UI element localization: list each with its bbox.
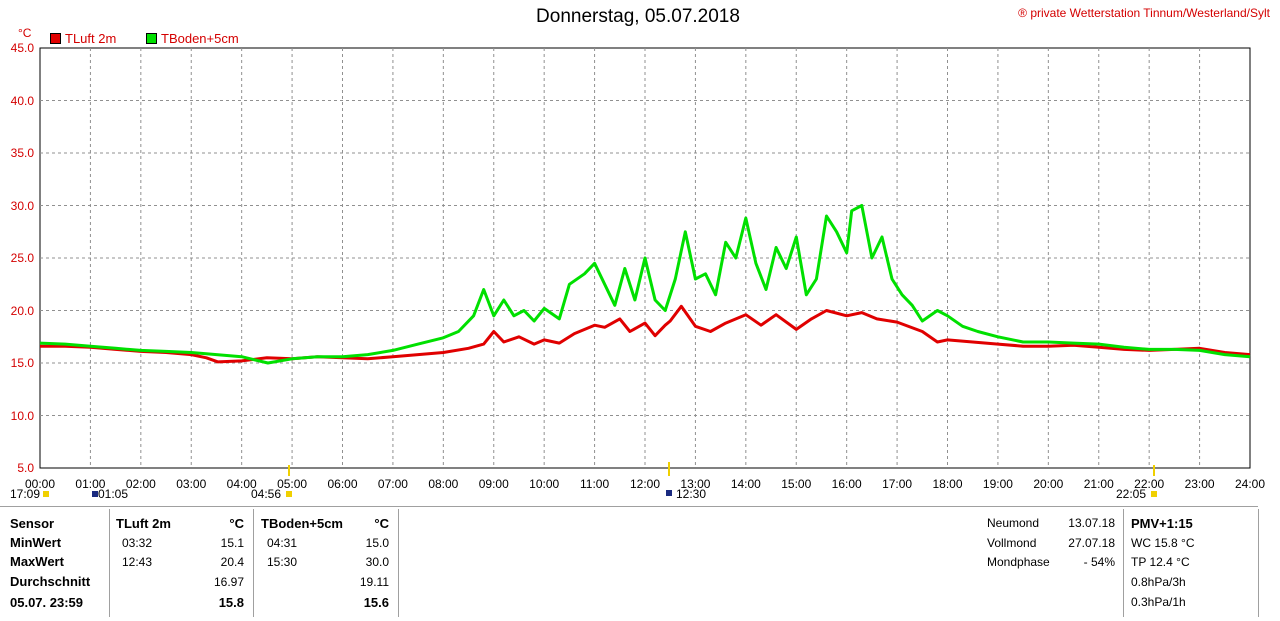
new-moon-date: 13.07.18 [1068,516,1115,530]
legend-swatch-tboden [146,33,157,44]
y-tick-label: 5.0 [17,461,34,475]
marker-sunrise: 04:56 [251,487,282,501]
statistics-panel [0,506,1258,620]
y-tick-label: 25.0 [10,251,34,265]
col2-min-time: 04:31 [267,536,298,550]
col2-min-value: 15.0 [365,536,389,550]
chart-title: Donnerstag, 05.07.2018 [536,6,740,27]
x-tick-label: 18:00 [932,477,963,491]
y-tick-label: 30.0 [10,198,34,213]
x-tick-label: 05:00 [277,477,308,491]
x-tick-label: 03:00 [176,477,207,491]
x-tick-label: 12:00 [629,477,661,491]
col2-max-time: 15:30 [267,555,298,569]
marker-moon-cycle: 01:05 [98,487,129,501]
series-line-tboden [39,204,1251,365]
col1-unit: °C [229,516,244,531]
x-tick-label: 01:00 [75,477,106,491]
pressure-trend-1h: 0.3hPa/1h [1131,595,1186,609]
col2-average: 19.11 [359,575,389,589]
y-tick-label: 35.0 [10,146,34,160]
legend-item-tboden: TBoden+5cm [146,31,239,46]
new-moon-label: Neumond [987,516,1040,530]
row-label-sensor: Sensor [10,516,55,531]
col1-header: TLuft 2m [116,516,171,531]
legend-swatch-tluft [50,33,61,44]
x-tick-label: 07:00 [377,477,408,491]
x-tick-label: 09:00 [478,477,509,491]
row-label-last: 05.07. 23:59 [10,595,84,610]
x-tick-label: 19:00 [982,477,1013,491]
legend-label-tluft: TLuft 2m [65,31,117,46]
x-tick-label: 17:00 [882,477,913,491]
x-tick-label: 14:00 [730,477,761,491]
x-tick-label: 06:00 [327,477,358,491]
col2-header: TBoden+5cm [261,516,343,531]
y-tick-label: 10.0 [10,408,34,423]
noon-icon [666,490,672,496]
divider [1123,509,1124,617]
marker-sunset: 22:05 [1116,487,1147,501]
wind-chill: WC 15.8 °C [1131,536,1195,550]
x-tick-label: 21:00 [1083,477,1114,491]
y-axis-unit: °C [18,26,32,40]
marker-noon: 12:30 [676,487,707,501]
moon-phase-value: - 54% [1083,555,1115,569]
x-tick-label: 16:00 [831,477,862,491]
series-layer [39,204,1251,365]
x-tick-label: 04:00 [226,477,257,491]
y-tick-label: 20.0 [10,303,34,318]
col2-last: 15.6 [363,595,389,610]
moonset-icon [43,491,49,497]
row-label-max: MaxWert [10,554,64,569]
y-tick-label: 45.0 [10,41,34,55]
legend-item-tluft: TLuft 2m [50,31,116,46]
x-tick-label: 24:00 [1234,477,1266,491]
x-tick-label: 02:00 [125,477,156,491]
sunset-icon [1151,491,1157,497]
x-tick-label: 20:00 [1033,477,1064,491]
moon-icon [92,491,98,497]
x-tick-label: 10:00 [529,477,560,491]
pmv-header: PMV+1:15 [1131,516,1193,531]
divider [253,509,254,617]
copyright-notice: ® private Wetterstation Tinnum/Westerlan… [1018,6,1270,20]
col2-max-value: 30.0 [365,555,389,569]
dew-point: TP 12.4 °C [1131,555,1190,569]
marker-layer [43,462,1157,497]
y-tick-label: 40.0 [10,93,34,108]
col1-min-value: 15.1 [220,536,244,550]
col1-max-value: 20.4 [220,555,244,569]
sunrise-icon [286,491,292,497]
x-tick-label: 11:00 [580,477,610,491]
col1-average: 16.97 [213,575,244,589]
legend-label-tboden: TBoden+5cm [161,31,239,46]
divider [398,509,399,617]
grid-lines [40,48,1250,468]
marker-moonset: 17:09 [10,487,41,501]
full-moon-date: 27.07.18 [1068,536,1115,550]
x-tick-label: 00:00 [24,477,56,491]
x-tick-label: 13:00 [680,477,711,491]
x-tick-label: 15:00 [781,477,812,491]
y-tick-label: 15.0 [10,356,34,370]
x-tick-label: 08:00 [428,477,459,491]
x-tick-label: 22:00 [1134,477,1165,491]
divider [109,509,110,617]
row-label-avg: Durchschnitt [10,574,91,589]
moon-phase-label: Mondphase [987,555,1050,569]
col1-last: 15.8 [218,595,244,610]
divider [1258,509,1259,617]
col1-min-time: 03:32 [122,536,153,550]
row-label-min: MinWert [10,535,62,550]
col2-unit: °C [374,516,389,531]
x-tick-label: 23:00 [1184,477,1215,491]
pressure-trend-3h: 0.8hPa/3h [1131,575,1186,589]
full-moon-label: Vollmond [987,536,1037,550]
series-line-tluft [40,304,1251,364]
col1-max-time: 12:43 [122,555,153,569]
